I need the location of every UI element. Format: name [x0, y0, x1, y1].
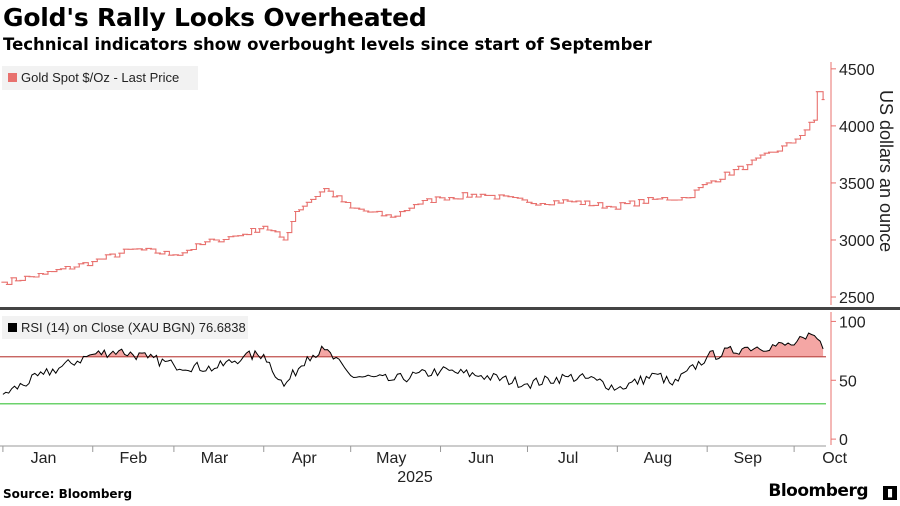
price-tick-label: 3500 — [839, 176, 875, 193]
x-month-label: Mar — [201, 450, 229, 467]
rsi-legend-box — [2, 316, 248, 339]
rsi-tick-label: 50 — [839, 373, 857, 390]
x-month-label: Oct — [822, 450, 847, 467]
rsi-overbought-area — [2, 333, 824, 357]
x-month-label: Sep — [734, 450, 763, 467]
price-series-line — [1, 91, 825, 285]
x-month-label: Jun — [468, 450, 494, 467]
x-month-label: Aug — [644, 450, 672, 467]
rsi-y-axis: 0 50 100 — [830, 312, 866, 449]
source-note: Source: Bloomberg — [3, 487, 133, 501]
x-axis: Jan Feb Mar Apr May Jun Jul Aug Sep Oct 2025 — [0, 445, 848, 486]
brand-logo: Bloomberg — [768, 481, 868, 501]
price-legend: Gold Spot $/Oz - Last Price — [2, 66, 198, 90]
rsi-legend: RSI (14) on Close (XAU BGN) 76.6838 — [2, 316, 248, 339]
x-month-label: Apr — [292, 450, 318, 467]
x-month-label: Feb — [120, 450, 148, 467]
price-axis-title: US dollars an ounce — [876, 90, 896, 252]
x-month-label: Jul — [558, 450, 578, 467]
price-tick-label: 3000 — [839, 233, 875, 250]
chart-title: Gold's Rally Looks Overheated — [3, 3, 427, 32]
price-legend-swatch — [8, 73, 17, 82]
x-year-label: 2025 — [397, 469, 433, 486]
x-month-label: Jan — [31, 450, 57, 467]
price-legend-label: Gold Spot $/Oz - Last Price — [21, 70, 179, 85]
x-month-label: May — [376, 450, 406, 467]
price-tick-label: 2500 — [839, 290, 875, 307]
price-tick-label: 4500 — [839, 62, 875, 79]
rsi-legend-swatch — [8, 323, 17, 332]
price-tick-label: 4000 — [839, 119, 875, 136]
price-legend-box — [2, 66, 198, 90]
rsi-tick-label: 0 — [839, 432, 848, 449]
rsi-series-line — [2, 332, 824, 395]
rsi-legend-label: RSI (14) on Close (XAU BGN) 76.6838 — [21, 320, 246, 335]
terminal-icon: ▮ — [883, 486, 897, 500]
chart-subtitle: Technical indicators show overbought lev… — [3, 35, 652, 54]
panel-divider — [0, 307, 900, 310]
rsi-tick-label: 100 — [839, 314, 866, 331]
